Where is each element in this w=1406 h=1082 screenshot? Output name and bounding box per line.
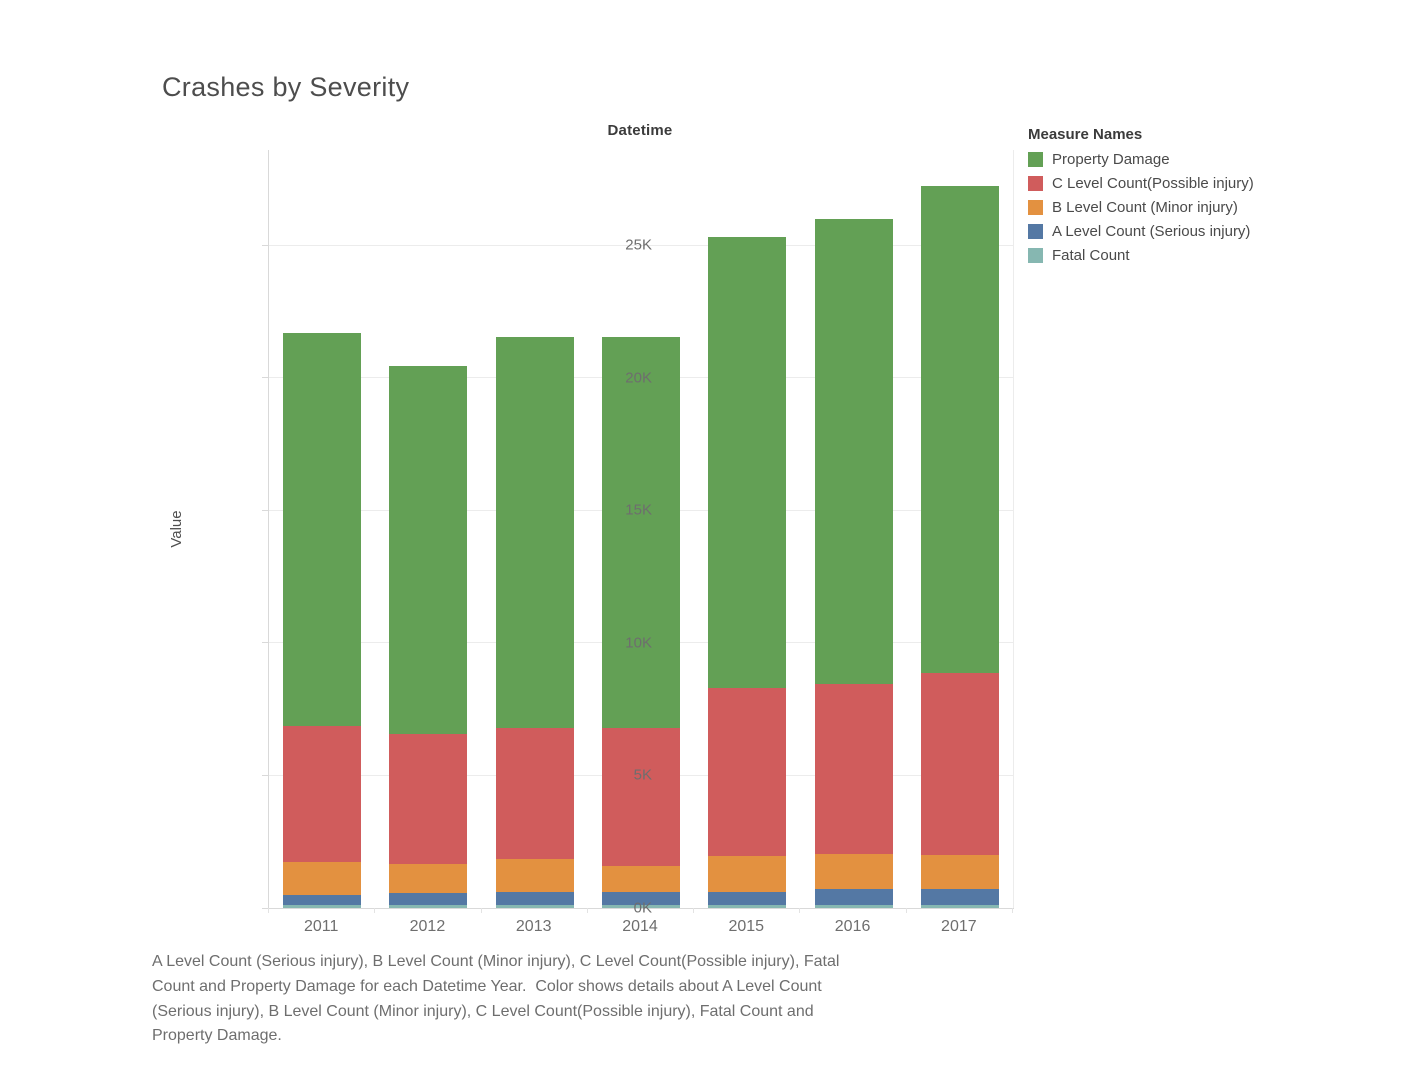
bar-segment[interactable] xyxy=(389,864,468,894)
x-tick-mark xyxy=(587,908,588,913)
legend-title: Measure Names xyxy=(1028,126,1143,143)
legend-item[interactable]: Fatal Count xyxy=(1028,247,1254,264)
bar-segment[interactable] xyxy=(602,905,680,908)
legend-label: A Level Count (Serious injury) xyxy=(1052,223,1251,240)
legend-label: C Level Count(Possible injury) xyxy=(1052,175,1254,192)
x-tick-label: 2016 xyxy=(834,918,871,935)
plot-area xyxy=(262,150,1014,909)
x-tick-label: 2015 xyxy=(728,918,765,935)
bar-segment[interactable] xyxy=(389,905,468,908)
x-tick-mark xyxy=(906,908,907,913)
legend-swatch-icon xyxy=(1028,200,1043,215)
y-tick-label: 10K xyxy=(625,634,652,652)
bar-segment[interactable] xyxy=(602,727,680,866)
y-axis-label: Value xyxy=(168,510,185,548)
bar-segment[interactable] xyxy=(814,889,893,906)
y-tick-mark xyxy=(262,907,268,909)
y-tick-mark xyxy=(262,642,268,644)
bar-segment[interactable] xyxy=(708,905,787,908)
legend-swatch-icon xyxy=(1028,224,1043,239)
bar-segment[interactable] xyxy=(495,727,574,859)
bar-segment[interactable] xyxy=(389,893,468,906)
bar-segment[interactable] xyxy=(814,218,893,685)
legend-item[interactable]: B Level Count (Minor injury) xyxy=(1028,199,1254,216)
x-tick-label: 2011 xyxy=(303,918,339,935)
bar-segment[interactable] xyxy=(495,905,574,908)
bar-segment[interactable] xyxy=(708,892,787,906)
x-axis-line xyxy=(268,908,1014,909)
legend-items: Property Damage C Level Count(Possible in… xyxy=(1028,151,1254,264)
legend-label: Property Damage xyxy=(1052,151,1170,168)
x-tick-label: 2017 xyxy=(941,918,977,935)
x-tick-label: 2014 xyxy=(622,918,658,935)
bar-segment[interactable] xyxy=(283,894,362,906)
y-tick-label: 15K xyxy=(625,501,652,519)
chart-caption: A Level Count (Serious injury), B Level … xyxy=(152,953,844,1045)
legend-label: B Level Count (Minor injury) xyxy=(1052,199,1238,216)
legend-swatch-icon xyxy=(1028,248,1043,263)
gridline-25K xyxy=(269,244,1013,246)
x-tick-mark xyxy=(693,908,694,913)
y-tick-label: 0K xyxy=(633,899,652,917)
bar-segment[interactable] xyxy=(283,726,362,862)
y-tick-mark xyxy=(262,509,268,511)
x-tick-label: 2012 xyxy=(409,918,446,935)
legend: Measure Names Property Damage C Level Cou… xyxy=(1028,126,1254,271)
bar-segment[interactable] xyxy=(495,892,574,906)
bar-segment[interactable] xyxy=(920,185,999,674)
bar-segment[interactable] xyxy=(495,858,574,893)
legend-item[interactable]: C Level Count(Possible injury) xyxy=(1028,175,1254,192)
y-tick-label: 20K xyxy=(625,369,652,387)
chart-title: Crashes by Severity xyxy=(162,72,410,102)
bar-segment[interactable] xyxy=(283,332,362,727)
bar-segment[interactable] xyxy=(920,673,999,855)
bar-segment[interactable] xyxy=(708,688,787,857)
x-tick-mark xyxy=(799,908,800,913)
bar-segment[interactable] xyxy=(389,366,468,735)
x-tick-mark xyxy=(1012,908,1013,913)
y-tick-mark xyxy=(262,244,268,246)
x-tick-mark xyxy=(268,908,269,913)
bar-segment[interactable] xyxy=(283,905,362,908)
bar-segment[interactable] xyxy=(283,861,362,895)
legend-swatch-icon xyxy=(1028,152,1043,167)
bar-segment[interactable] xyxy=(920,855,999,890)
bar-segment[interactable] xyxy=(495,336,574,728)
y-tick-label: 5K xyxy=(633,766,652,784)
bar-segment[interactable] xyxy=(814,905,893,908)
bar-segment[interactable] xyxy=(920,905,999,908)
x-tick-mark xyxy=(481,908,482,913)
bar-segment[interactable] xyxy=(602,336,680,728)
bar-segment[interactable] xyxy=(708,237,787,689)
legend-label: Fatal Count xyxy=(1052,247,1130,264)
legend-swatch-icon xyxy=(1028,176,1043,191)
bar-segment[interactable] xyxy=(814,684,893,854)
y-tick-mark xyxy=(262,774,268,776)
bar-segment[interactable] xyxy=(602,865,680,893)
legend-item[interactable]: Property Damage xyxy=(1028,151,1254,168)
bar-segment[interactable] xyxy=(389,734,468,865)
y-tick-mark xyxy=(262,377,268,379)
bar-segment[interactable] xyxy=(814,853,893,890)
bar-segment[interactable] xyxy=(708,856,787,893)
x-tick-label: 2013 xyxy=(515,918,552,935)
legend-item[interactable]: A Level Count (Serious injury) xyxy=(1028,223,1254,240)
bar-segment[interactable] xyxy=(920,889,999,906)
bar-segment[interactable] xyxy=(602,892,680,906)
x-axis-title: Datetime xyxy=(607,122,673,139)
y-tick-label: 25K xyxy=(625,236,652,254)
x-tick-mark xyxy=(374,908,375,913)
